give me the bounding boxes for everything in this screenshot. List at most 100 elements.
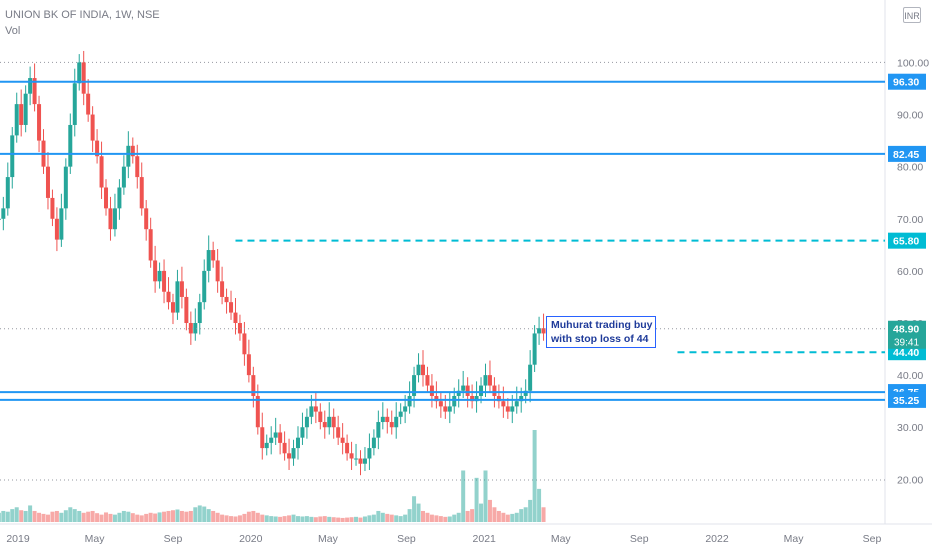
candle-body bbox=[479, 385, 484, 396]
volume-bar bbox=[139, 515, 144, 522]
candle-body bbox=[313, 406, 318, 412]
candle-body bbox=[541, 328, 546, 334]
volume-bar bbox=[130, 513, 135, 522]
candle-body bbox=[202, 270, 207, 303]
volume-bar bbox=[157, 512, 162, 522]
volume-bar bbox=[54, 510, 59, 522]
candle-body bbox=[407, 395, 412, 407]
volume-bar bbox=[215, 512, 220, 522]
candle-body bbox=[117, 187, 122, 209]
candle-body bbox=[269, 437, 274, 443]
candle-body bbox=[456, 390, 461, 396]
candle-body bbox=[242, 333, 247, 355]
candle-body bbox=[246, 354, 251, 376]
candle-body bbox=[470, 395, 475, 402]
candle-body bbox=[139, 177, 144, 209]
currency-badge[interactable]: INR bbox=[903, 7, 921, 23]
x-tick-label: May bbox=[85, 533, 106, 545]
y-tick-label: 90.00 bbox=[897, 110, 923, 122]
candle-body bbox=[95, 140, 100, 157]
candle-body bbox=[389, 422, 394, 428]
candle-body bbox=[104, 187, 109, 209]
candle-body bbox=[492, 385, 497, 396]
candle-body bbox=[420, 364, 425, 376]
volume-bar bbox=[456, 512, 461, 522]
volume-bar bbox=[474, 477, 479, 522]
candle-body bbox=[483, 375, 488, 386]
candle-body bbox=[90, 114, 95, 141]
candle-body bbox=[175, 281, 180, 313]
candle-body bbox=[322, 422, 327, 428]
volume-bar bbox=[443, 516, 448, 522]
x-tick-label: Sep bbox=[164, 533, 183, 545]
y-tick-label: 80.00 bbox=[897, 162, 923, 174]
candle-body bbox=[32, 78, 37, 105]
price-level-tag-label: 35.25 bbox=[893, 395, 919, 407]
volume-bar bbox=[385, 513, 390, 522]
candle-body bbox=[68, 124, 73, 167]
candle-body bbox=[354, 458, 359, 460]
volume-bar bbox=[452, 514, 457, 522]
candle-body bbox=[206, 250, 211, 271]
candle-body bbox=[501, 401, 506, 407]
volume-bar bbox=[10, 509, 15, 522]
volume-bar bbox=[95, 513, 100, 522]
volume-bar bbox=[287, 515, 292, 522]
candle-body bbox=[287, 453, 292, 459]
volume-bar bbox=[470, 509, 475, 522]
x-tick-label: 2022 bbox=[705, 533, 729, 545]
y-tick-label: 30.00 bbox=[897, 422, 923, 434]
volume-bar bbox=[331, 517, 336, 522]
volume-bar bbox=[14, 507, 19, 522]
volume-bar bbox=[479, 503, 484, 522]
volume-bar bbox=[537, 488, 542, 522]
candle-body bbox=[295, 437, 300, 449]
candle-body bbox=[135, 156, 140, 178]
candle-body bbox=[179, 281, 184, 297]
candle-body bbox=[345, 442, 350, 454]
volume-bar bbox=[166, 510, 171, 522]
candle-body bbox=[403, 406, 408, 412]
volume-indicator-label: Vol bbox=[5, 25, 21, 37]
volume-bar bbox=[179, 510, 184, 522]
candle-body bbox=[376, 422, 381, 438]
muhurat-annotation[interactable]: Muhurat trading buy with stop loss of 44 bbox=[546, 316, 656, 348]
volume-bar bbox=[349, 517, 354, 522]
price-level-tag bbox=[888, 145, 926, 162]
candle-body bbox=[37, 104, 42, 141]
candle-body bbox=[398, 411, 403, 417]
y-tick-label: 60.00 bbox=[897, 266, 923, 278]
volume-bar bbox=[425, 512, 430, 522]
volume-bar bbox=[322, 516, 327, 522]
candle-body bbox=[237, 323, 242, 334]
candle-body bbox=[318, 411, 323, 423]
candle-body bbox=[447, 406, 452, 412]
candle-body bbox=[0, 218, 1, 220]
candle-body bbox=[523, 390, 528, 396]
candle-body bbox=[300, 427, 305, 438]
candle-body bbox=[126, 145, 131, 167]
y-tick-label: 40.00 bbox=[897, 370, 923, 382]
candle-body bbox=[291, 448, 296, 459]
volume-bar bbox=[394, 515, 399, 522]
candle-body bbox=[255, 395, 260, 428]
volume-bar bbox=[72, 509, 77, 522]
candle-body bbox=[385, 416, 390, 423]
candle-body bbox=[461, 385, 466, 391]
volume-bar bbox=[23, 510, 28, 522]
candle-body bbox=[144, 208, 149, 230]
volume-bar bbox=[407, 509, 412, 522]
volume-bar bbox=[496, 510, 501, 522]
candle-body bbox=[153, 260, 158, 282]
volume-bar bbox=[260, 514, 265, 522]
volume-bar bbox=[246, 511, 251, 522]
volume-bar bbox=[0, 512, 1, 522]
candle-body bbox=[394, 416, 399, 428]
volume-bar bbox=[77, 510, 82, 522]
candle-body bbox=[362, 458, 367, 464]
dashed-level-tag-label: 65.80 bbox=[893, 236, 919, 248]
last-price-label: 48.90 bbox=[893, 324, 919, 336]
candle-body bbox=[282, 442, 287, 454]
x-tick-label: Sep bbox=[863, 533, 882, 545]
